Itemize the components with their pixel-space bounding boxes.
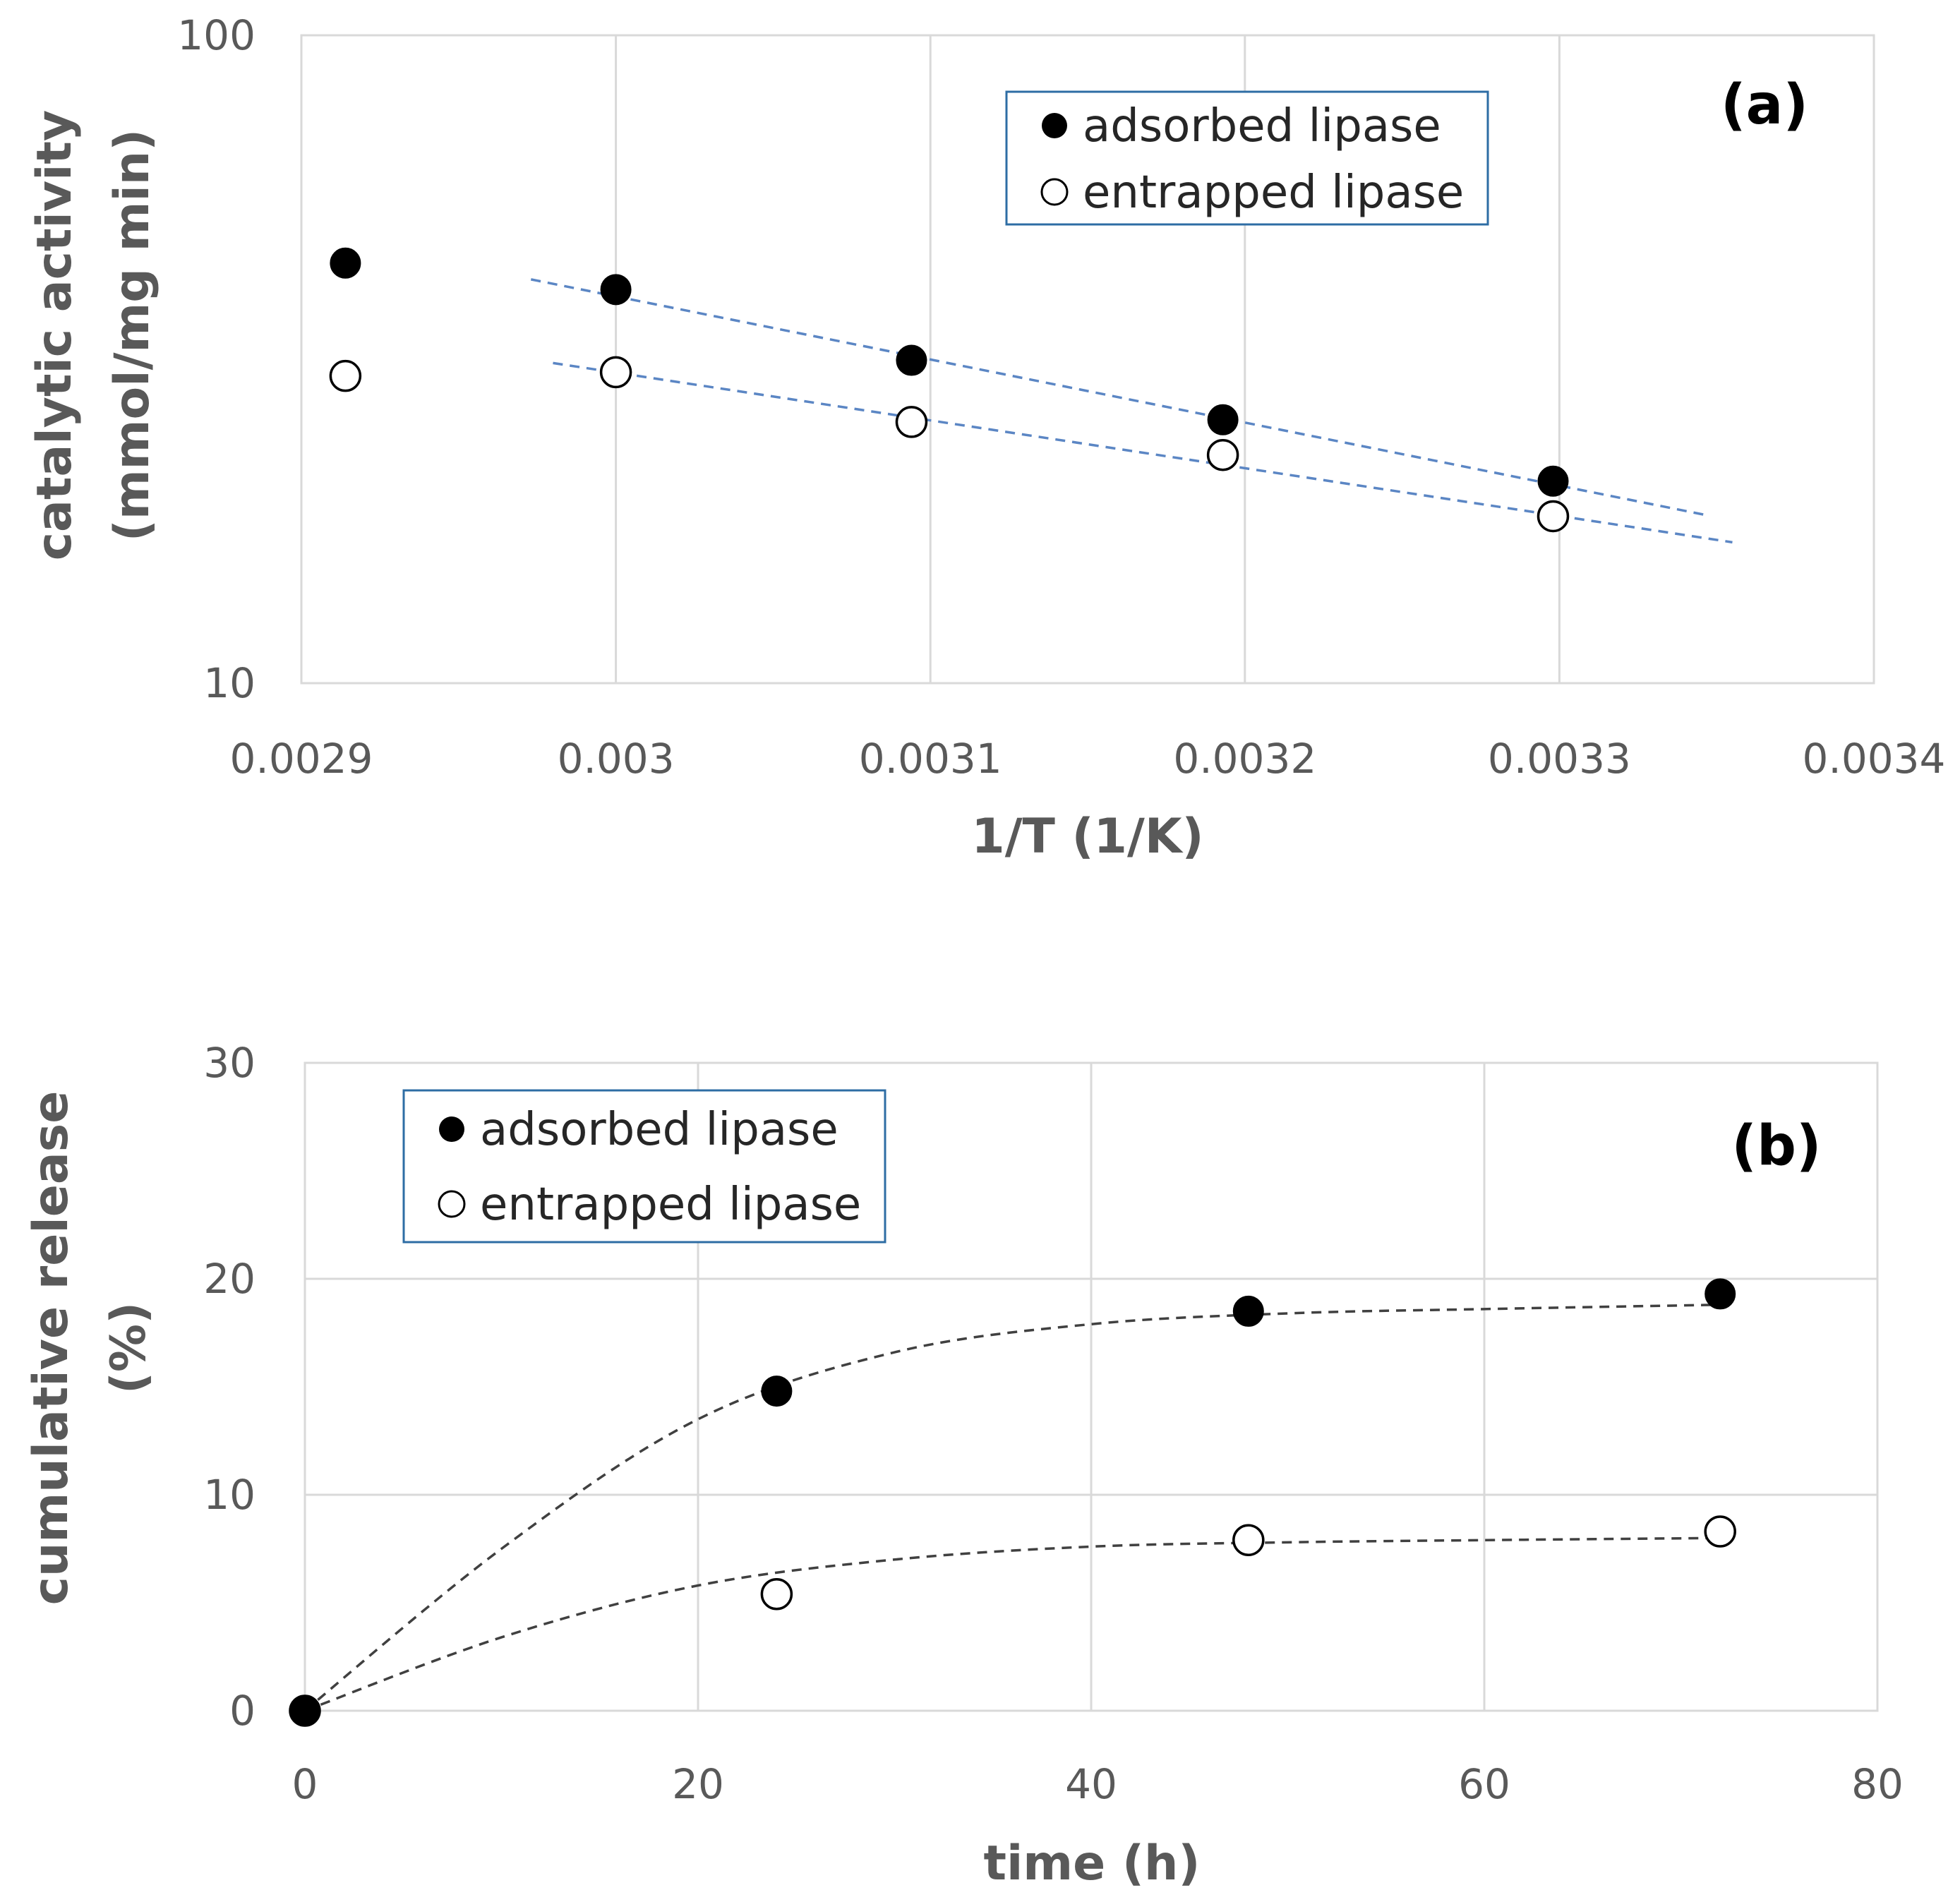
legend-box-b [402,1089,886,1244]
point-a-adsorbed-lipase-0 [330,247,361,279]
legend-marker-adsorbed-b [439,1116,464,1142]
y-axis-title-b-line1: cumulative release [23,1091,79,1606]
point-a-adsorbed-lipase-3 [1207,404,1239,435]
legend-label-entrapped-a: entrapped lipase [1083,167,1464,219]
legend-marker-adsorbed-a [1042,113,1067,138]
y-tick-labels-b: 0 10 20 30 [203,1039,255,1735]
point-b-adsorbed-lipase-2 [1232,1295,1264,1327]
point-a-entrapped-lipase-4 [1537,500,1570,533]
plot-frame-a [300,34,1875,685]
point-b-adsorbed-lipase-1 [761,1376,793,1407]
x-tick-label-b-1: 20 [672,1760,724,1808]
point-a-adsorbed-lipase-2 [896,344,927,376]
y-axis-title-b-line2: (%) [101,1302,157,1394]
trendline-a-entrapped-lipase [553,361,1733,544]
x-axis-title-b: time (h) [983,1836,1200,1891]
x-tick-label-b-3: 60 [1458,1760,1510,1808]
x-tick-label-a-3: 0.0032 [1173,735,1316,783]
x-tick-label-b-0: 0 [292,1760,318,1808]
point-a-adsorbed-lipase-4 [1537,465,1569,497]
trendline-a-adsorbed-lipase [530,278,1705,516]
point-b-entrapped-lipase-3 [1704,1515,1736,1548]
x-tick-labels-a: 0.0029 0.003 0.0031 0.0032 0.0033 0.0034 [230,735,1946,783]
point-a-entrapped-lipase-0 [329,359,362,392]
x-tick-label-a-4: 0.0033 [1488,735,1631,783]
point-b-entrapped-lipase-2 [1232,1524,1265,1557]
x-tick-label-b-4: 80 [1851,1760,1904,1808]
legend-marker-entrapped-a [1040,178,1069,206]
point-a-entrapped-lipase-3 [1206,438,1239,471]
y-tick-label-b-1: 10 [203,1471,255,1519]
y-axis-title-a-line2: (mmol/mg min) [104,129,160,542]
legend-b: adsorbed lipase entrapped lipase [402,1089,886,1244]
x-tick-label-a-1: 0.003 [558,735,675,783]
trendlines-b [303,1303,1721,1712]
legend-marker-entrapped-b [438,1190,466,1218]
x-tick-labels-b: 0 20 40 60 80 [292,1760,1904,1808]
y-tick-label-a-0: 10 [203,659,255,707]
y-tick-label-b-2: 20 [203,1255,255,1303]
point-b-adsorbed-lipase-3 [1705,1278,1736,1310]
legend-label-entrapped-b: entrapped lipase [480,1179,861,1231]
trendlines-a [530,278,1733,544]
y-tick-label-b-3: 30 [203,1039,255,1087]
chart-panel-a: 0.0029 0.003 0.0031 0.0032 0.0033 0.0034 1010… [27,11,1945,865]
chart-panel-b: 0 20 40 60 80 0 10 20 30 time (h) cumulative re… [23,1039,1904,1891]
y-tick-labels-a: 10 100 [177,11,255,707]
plot-frame-b [303,1061,1879,1712]
point-a-entrapped-lipase-1 [599,356,632,389]
data-points-a [329,247,1570,533]
point-a-entrapped-lipase-2 [895,406,928,438]
x-tick-label-a-5: 0.0034 [1803,735,1946,783]
x-tick-label-b-2: 40 [1065,1760,1117,1808]
panel-label-a: (a) [1721,73,1808,137]
y-tick-label-a-1: 100 [177,11,255,59]
x-tick-label-a-0: 0.0029 [230,735,373,783]
y-axis-title-b: cumulative release (%) [23,1091,157,1606]
trendline-b-entrapped-lipase [304,1536,1721,1712]
legend-label-adsorbed-b: adsorbed lipase [480,1104,838,1156]
trendline-b-adsorbed-lipase [303,1303,1721,1712]
point-a-adsorbed-lipase-1 [600,274,632,306]
x-tick-label-a-2: 0.0031 [859,735,1002,783]
point-b-entrapped-lipase-1 [760,1578,793,1611]
point-b-adsorbed-lipase-0 [289,1695,320,1726]
y-tick-label-b-0: 0 [229,1687,255,1735]
panel-label-b: (b) [1731,1114,1821,1178]
y-axis-title-a: catalytic activity (mmol/mg min) [27,110,160,561]
legend-box-a [1005,90,1489,226]
legend-a: adsorbed lipase entrapped lipase [1005,90,1489,226]
x-axis-title-a: 1/T (1/K) [971,809,1203,865]
legend-label-adsorbed-a: adsorbed lipase [1083,100,1441,152]
y-axis-title-a-line1: catalytic activity [27,110,83,561]
data-points-b [289,1278,1736,1727]
